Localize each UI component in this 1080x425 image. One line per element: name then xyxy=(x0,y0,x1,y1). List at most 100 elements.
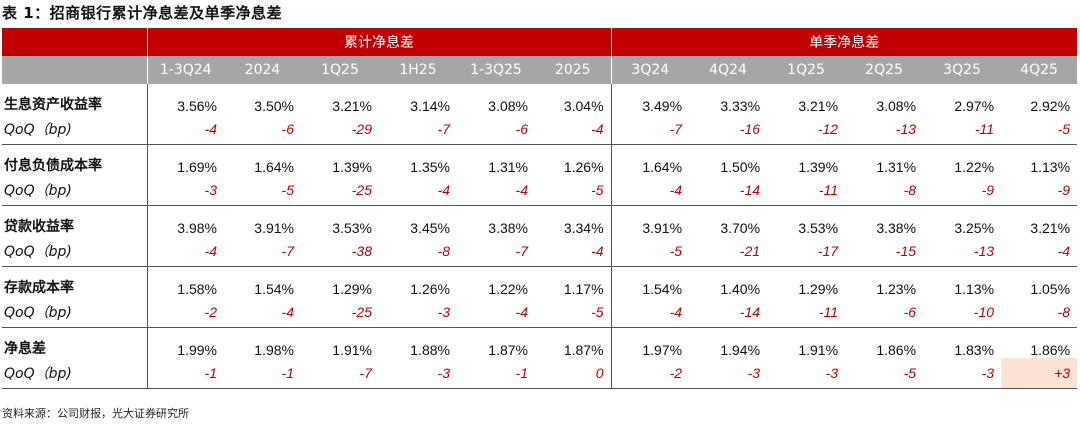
value-cell: 3.21% xyxy=(798,98,839,114)
qoq-cell: -7 xyxy=(224,236,301,267)
qoq-cell: -6 xyxy=(845,297,924,328)
qoq-cell: +3 xyxy=(1001,358,1078,389)
qoq-cell: -3 xyxy=(923,358,1002,389)
qoq-cell: -16 xyxy=(689,114,768,145)
qoq-cell: -5 xyxy=(610,236,690,267)
table-row-qoq: QoQ（bp) -4 -6 -29 -7 -6 -4 -7 -16 -12 -13 -11 -5 xyxy=(2,114,1078,145)
qoq-cell: -10 xyxy=(923,297,1002,328)
value-cell: 2.92% xyxy=(1030,98,1071,114)
qoq-label: QoQ（bp) xyxy=(2,297,147,328)
qoq-cell: -21 xyxy=(689,236,768,267)
value-cell: 1.64% xyxy=(610,144,690,175)
value-cell: 1.26% xyxy=(410,281,450,297)
value-cell: 1.29% xyxy=(332,281,372,297)
value-cell: 1.97% xyxy=(610,327,690,358)
qoq-cell: -2 xyxy=(610,358,690,389)
qoq-cell: -4 xyxy=(535,236,612,267)
qoq-label: QoQ（bp) xyxy=(2,236,147,267)
value-cell: 3.38% xyxy=(488,220,528,236)
qoq-cell: -3 xyxy=(689,358,768,389)
qoq-cell: -29 xyxy=(301,114,379,145)
value-cell: 1.88% xyxy=(410,342,450,358)
qoq-cell: -13 xyxy=(845,114,924,145)
value-cell: 1.26% xyxy=(563,159,604,175)
qoq-cell: -4 xyxy=(457,297,535,328)
qoq-cell: -4 xyxy=(379,175,457,206)
qoq-cell: -4 xyxy=(146,236,224,267)
period-header: 1H25 xyxy=(379,56,457,84)
period-header: 4Q25 xyxy=(1001,56,1078,84)
value-cell: 3.56% xyxy=(146,84,224,114)
qoq-cell: -14 xyxy=(689,297,768,328)
qoq-cell: -4 xyxy=(610,297,690,328)
value-cell: 3.45% xyxy=(410,220,450,236)
row-label: 付息负债成本率 xyxy=(4,158,102,174)
period-header: 1Q25 xyxy=(301,56,379,84)
qoq-cell: -4 xyxy=(610,175,690,206)
value-cell: 1.39% xyxy=(332,159,372,175)
value-cell: 3.98% xyxy=(146,205,224,236)
period-header: 1-3Q25 xyxy=(457,56,535,84)
qoq-cell: -9 xyxy=(923,175,1002,206)
qoq-cell: -2 xyxy=(146,297,224,328)
value-cell: 3.34% xyxy=(563,220,604,236)
table-row-qoq: QoQ（bp) -4 -7 -38 -8 -7 -4 -5 -21 -17 -15 -13 -4 xyxy=(2,236,1078,267)
qoq-cell: -5 xyxy=(1001,114,1078,145)
qoq-cell: -4 xyxy=(457,175,535,206)
value-cell: 1.94% xyxy=(720,342,761,358)
period-header: 2024 xyxy=(224,56,301,84)
value-cell: 1.69% xyxy=(146,144,224,175)
period-header: 1Q25 xyxy=(767,56,846,84)
value-cell: 1.31% xyxy=(876,159,917,175)
qoq-label: QoQ（bp) xyxy=(2,114,147,145)
qoq-cell: -5 xyxy=(845,358,924,389)
table-row-qoq: QoQ（bp) -2 -4 -25 -3 -4 -5 -4 -14 -11 -6 -10 -8 xyxy=(2,297,1078,328)
table-row: 贷款收益率 3.98% 3.91% 3.53% 3.45% 3.38% 3.34% 3.91%… xyxy=(2,205,1077,236)
table-row: 付息负债成本率 1.69% 1.64% 1.39% 1.35% 1.31% 1.26% 1.6… xyxy=(2,144,1077,175)
qoq-cell: -8 xyxy=(845,175,924,206)
value-cell: 1.39% xyxy=(798,159,839,175)
table-row-qoq: QoQ（bp) -3 -5 -25 -4 -4 -5 -4 -14 -11 -8 -9 -9 xyxy=(2,175,1078,206)
group-quarterly-header: 单季净息差 xyxy=(610,28,1078,56)
qoq-cell: -3 xyxy=(379,297,457,328)
value-cell: 2.97% xyxy=(954,98,995,114)
qoq-cell: -6 xyxy=(457,114,535,145)
qoq-cell: -1 xyxy=(457,358,535,389)
source-note: 资料来源：公司财报，光大证券研究所 xyxy=(2,407,189,420)
header-corner xyxy=(2,28,147,56)
value-cell: 3.14% xyxy=(410,98,450,114)
value-cell: 3.50% xyxy=(254,98,294,114)
value-cell: 3.33% xyxy=(720,98,761,114)
table-row: 生息资产收益率 3.56% 3.50% 3.21% 3.14% 3.08% 3.04% 3.4… xyxy=(2,84,1077,114)
row-label: 存款成本率 xyxy=(4,280,74,296)
period-header: 3Q25 xyxy=(923,56,1002,84)
value-cell: 1.50% xyxy=(720,159,761,175)
value-cell: 1.87% xyxy=(563,342,604,358)
value-cell: 3.53% xyxy=(332,220,372,236)
qoq-cell: 0 xyxy=(535,358,612,389)
period-header: 4Q24 xyxy=(689,56,768,84)
row-label: 净息差 xyxy=(4,341,46,357)
qoq-cell: -3 xyxy=(146,175,224,206)
value-cell: 1.13% xyxy=(1030,159,1071,175)
value-cell: 1.91% xyxy=(332,342,372,358)
header-corner-2 xyxy=(2,56,147,84)
qoq-cell: -7 xyxy=(301,358,379,389)
value-cell: 1.64% xyxy=(254,159,294,175)
qoq-cell: -3 xyxy=(767,358,846,389)
value-cell: 3.04% xyxy=(563,98,604,114)
value-cell: 1.22% xyxy=(954,159,995,175)
qoq-cell: -7 xyxy=(610,114,690,145)
nim-table: 累计净息差 单季净息差 1-3Q24 2024 1Q25 1H25 1-3Q25… xyxy=(2,28,1078,389)
qoq-cell: -11 xyxy=(767,297,846,328)
value-cell: 3.25% xyxy=(954,220,995,236)
value-cell: 1.23% xyxy=(876,281,917,297)
qoq-cell: -6 xyxy=(224,114,301,145)
table-row: 净息差 1.99% 1.98% 1.91% 1.88% 1.87% 1.87% 1.97% 1.… xyxy=(2,327,1077,358)
qoq-cell: -15 xyxy=(845,236,924,267)
qoq-cell: -3 xyxy=(379,358,457,389)
value-cell: 1.05% xyxy=(1030,281,1071,297)
value-cell: 1.54% xyxy=(610,266,690,297)
row-label: 生息资产收益率 xyxy=(4,97,102,113)
qoq-cell: -38 xyxy=(301,236,379,267)
